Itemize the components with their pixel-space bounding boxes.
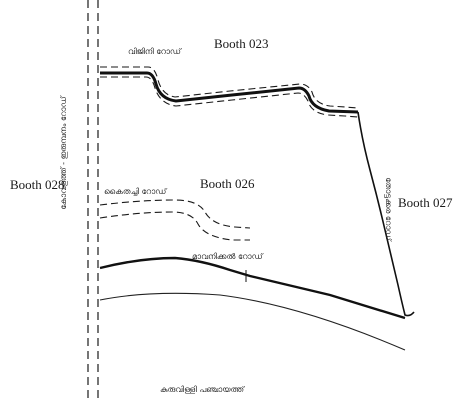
right-vertical-road-label: തോട്ടക്കര റോഡ് [384, 177, 393, 241]
booth-label-026: Booth 026 [200, 176, 255, 191]
middle-road-dash-lower [99, 211, 250, 241]
booth-boundary-right [357, 111, 415, 317]
booth-label-027: Booth 027 [398, 195, 453, 210]
booth-boundary-top [100, 71, 359, 114]
booth-boundary-lower [99, 256, 406, 320]
middle-road-label: കൈതച്ചി റോഡ് [104, 187, 167, 196]
booth-label-028: Booth 028 [10, 177, 65, 192]
bottom-area-label: കുരുവിള്ളി പഞ്ചായത്ത് [160, 385, 245, 394]
top-road-dash-lower [100, 76, 359, 118]
top-road-label: വിജിനി റോഡ് [128, 47, 181, 56]
booth-label-023: Booth 023 [214, 36, 269, 51]
left-vertical-road-label: കോവളത്ത് - ഇരുമ്പനം റോഡ് [59, 96, 68, 210]
top-road-dash-upper [100, 66, 359, 109]
middle-road-dash-upper [99, 199, 251, 229]
lower-road-label: മാവനിക്കൽ റോഡ് [192, 252, 263, 261]
lower-thin-line [99, 292, 406, 351]
